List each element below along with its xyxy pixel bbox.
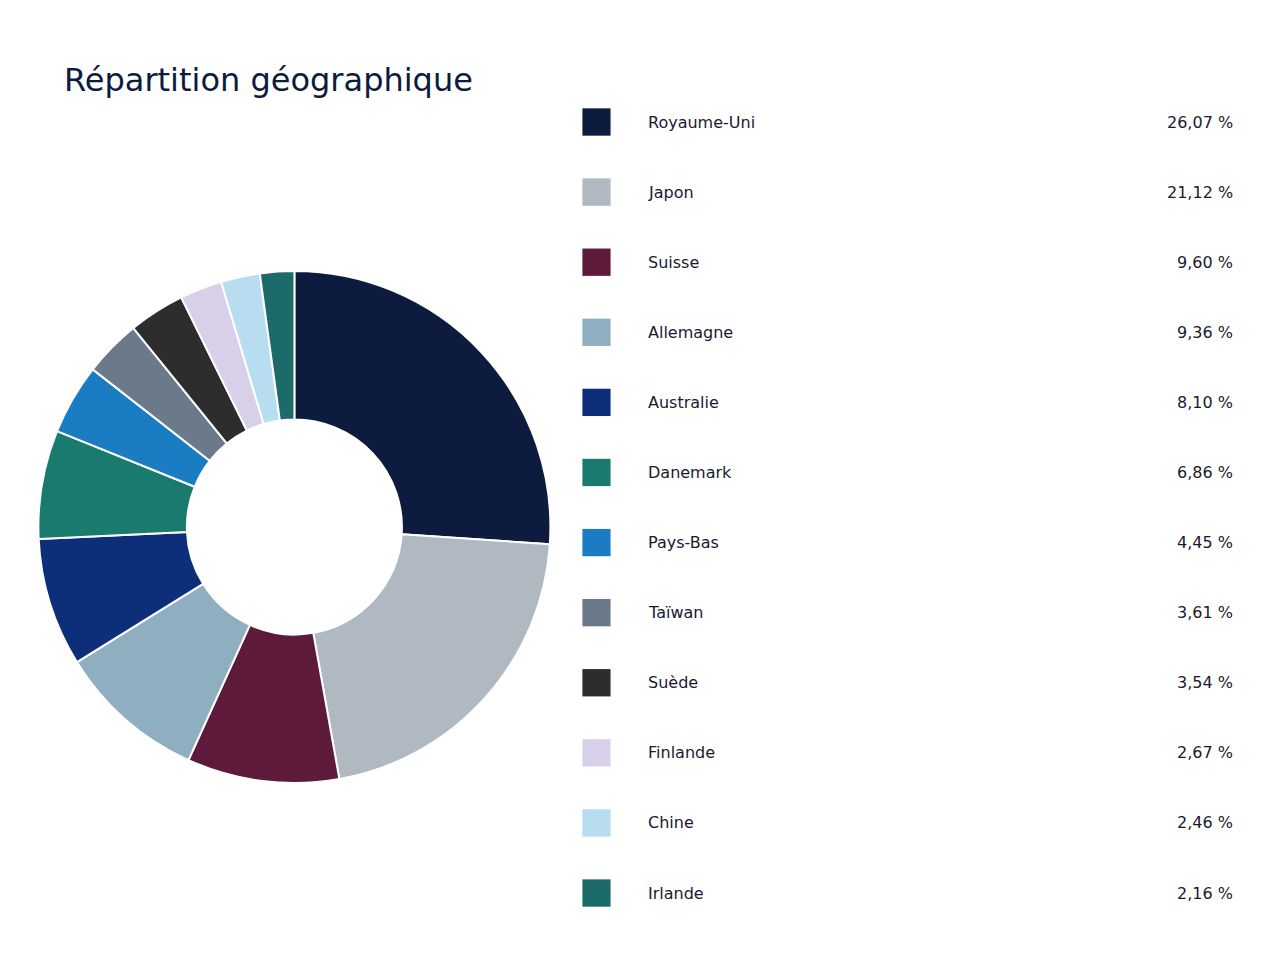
svg-text:9,36 %: 9,36 % xyxy=(1177,323,1233,342)
svg-text:2,46 %: 2,46 % xyxy=(1177,813,1233,832)
svg-text:Taïwan: Taïwan xyxy=(648,603,703,622)
svg-text:Suède: Suède xyxy=(648,673,698,692)
svg-text:9,60 %: 9,60 % xyxy=(1177,253,1233,272)
svg-text:Répartition géographique: Répartition géographique xyxy=(64,61,473,99)
svg-text:Finlande: Finlande xyxy=(648,743,715,762)
svg-text:3,54 %: 3,54 % xyxy=(1177,673,1233,692)
svg-text:3,61 %: 3,61 % xyxy=(1177,603,1233,622)
svg-text:2,67 %: 2,67 % xyxy=(1177,743,1233,762)
svg-text:2,16 %: 2,16 % xyxy=(1177,884,1233,903)
svg-text:6,86 %: 6,86 % xyxy=(1177,463,1233,482)
svg-text:8,10 %: 8,10 % xyxy=(1177,393,1233,412)
svg-text:4,45 %: 4,45 % xyxy=(1177,533,1233,552)
svg-text:Danemark: Danemark xyxy=(648,463,732,482)
svg-text:Pays-Bas: Pays-Bas xyxy=(648,533,719,552)
svg-text:Allemagne: Allemagne xyxy=(648,323,733,342)
svg-text:Australie: Australie xyxy=(648,393,719,412)
svg-text:Royaume-Uni: Royaume-Uni xyxy=(648,113,755,132)
svg-text:21,12 %: 21,12 % xyxy=(1167,183,1233,202)
svg-text:Suisse: Suisse xyxy=(648,253,699,272)
svg-text:Japon: Japon xyxy=(648,183,694,202)
svg-text:Irlande: Irlande xyxy=(648,884,704,903)
svg-text:Chine: Chine xyxy=(648,813,694,832)
svg-text:26,07 %: 26,07 % xyxy=(1167,113,1233,132)
